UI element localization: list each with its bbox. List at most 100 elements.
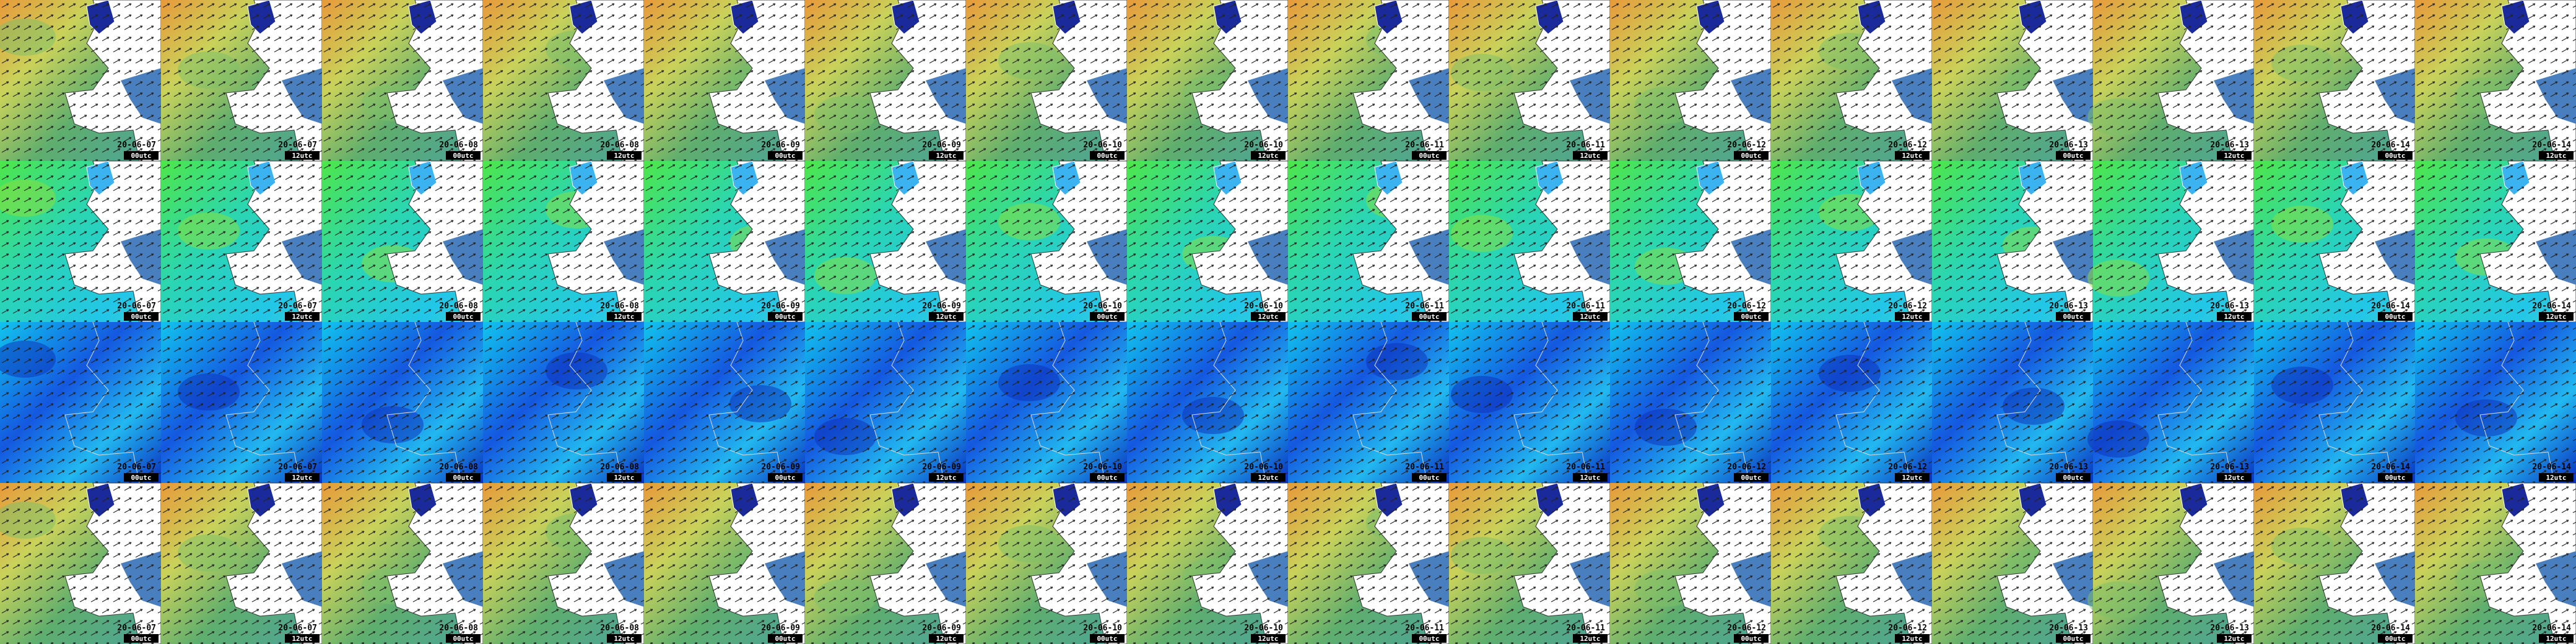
map-tile: 20-06-14 12utc [2415, 482, 2576, 644]
time-label: 12utc [614, 152, 634, 160]
wind-arrows [805, 322, 966, 483]
map-tile: 20-06-08 12utc [483, 160, 645, 323]
wind-arrows [1932, 322, 2093, 483]
wind-arrows [322, 161, 483, 322]
time-box [768, 312, 803, 321]
date-label: 20-06-07 [278, 141, 317, 150]
date-label: 20-06-13 [2210, 624, 2249, 633]
time-label: 12utc [2224, 313, 2244, 321]
time-box [929, 473, 964, 482]
time-box [607, 312, 642, 321]
wind-arrows [1449, 322, 1610, 483]
map-tile: 20-06-07 12utc [161, 160, 323, 323]
time-label: 00utc [1741, 313, 1761, 321]
map-tile: 20-06-13 00utc [1932, 482, 2094, 644]
wind-arrows [2254, 161, 2415, 322]
wind-arrows [805, 0, 966, 161]
date-label: 20-06-13 [2210, 463, 2249, 472]
wind-arrows [161, 322, 322, 483]
wind-arrows [644, 0, 805, 161]
time-label: 00utc [453, 152, 473, 160]
wind-arrows [1932, 483, 2093, 644]
time-label: 00utc [2385, 474, 2405, 482]
date-label: 20-06-13 [2049, 141, 2088, 150]
map-tile: 20-06-07 00utc [0, 482, 162, 644]
time-box [1412, 634, 1447, 643]
time-label: 12utc [614, 635, 634, 643]
map-tile: 20-06-09 00utc [644, 482, 806, 644]
map-tile: 20-06-10 00utc [966, 482, 1128, 644]
time-label: 00utc [1097, 313, 1117, 321]
time-label: 00utc [1419, 313, 1439, 321]
time-label: 12utc [936, 313, 956, 321]
wind-arrows [0, 322, 161, 483]
date-label: 20-06-14 [2371, 141, 2410, 150]
time-label: 12utc [292, 313, 312, 321]
wind-arrows [966, 0, 1127, 161]
time-box [124, 151, 159, 160]
date-label: 20-06-11 [1405, 624, 1444, 633]
time-box [1895, 312, 1930, 321]
map-tile: 20-06-09 12utc [805, 321, 966, 484]
date-label: 20-06-11 [1566, 141, 1605, 150]
time-box [1895, 473, 1930, 482]
time-box [2378, 634, 2413, 643]
date-label: 20-06-09 [922, 302, 961, 311]
time-box [1412, 312, 1447, 321]
time-box [124, 473, 159, 482]
map-tile: 20-06-08 00utc [322, 160, 484, 323]
time-box [1573, 312, 1608, 321]
date-label: 20-06-11 [1405, 463, 1444, 472]
time-label: 12utc [1580, 152, 1600, 160]
date-label: 20-06-08 [600, 141, 639, 150]
wind-arrows [1932, 161, 2093, 322]
time-label: 00utc [775, 635, 795, 643]
time-label: 00utc [1419, 635, 1439, 643]
map-tile: 20-06-10 12utc [1127, 160, 1289, 323]
map-tile: 20-06-07 00utc [0, 160, 162, 323]
wind-arrows [644, 322, 805, 483]
time-box [1251, 151, 1286, 160]
date-label: 20-06-14 [2532, 624, 2571, 633]
map-tile: 20-06-08 00utc [322, 321, 483, 484]
time-box [1895, 634, 1930, 643]
map-tile: 20-06-08 12utc [483, 482, 645, 644]
map-tile: 20-06-13 12utc [2087, 0, 2255, 162]
time-box [1251, 473, 1286, 482]
time-label: 00utc [131, 152, 151, 160]
map-tile: 20-06-14 00utc [2254, 482, 2416, 644]
wind-arrows [2415, 161, 2576, 322]
time-label: 00utc [2385, 313, 2405, 321]
time-label: 12utc [1580, 635, 1600, 643]
map-tile: 20-06-12 12utc [1771, 160, 1933, 323]
time-box [1251, 312, 1286, 321]
time-label: 12utc [1902, 152, 1922, 160]
map-tile: 20-06-14 00utc [2254, 321, 2415, 484]
wind-arrows [1771, 0, 1932, 161]
time-box [1090, 312, 1125, 321]
date-label: 20-06-14 [2532, 463, 2571, 472]
date-label: 20-06-12 [1727, 141, 1766, 150]
wind-arrows [805, 161, 966, 322]
wind-arrows [483, 0, 644, 161]
time-box [2378, 312, 2413, 321]
map-tile: 20-06-14 12utc [2415, 0, 2576, 162]
date-label: 20-06-11 [1566, 463, 1605, 472]
time-label: 00utc [1097, 474, 1117, 482]
wind-arrows [1610, 483, 1771, 644]
wind-arrows [966, 161, 1127, 322]
time-box [2539, 473, 2574, 482]
time-box [285, 312, 320, 321]
time-label: 12utc [1902, 474, 1922, 482]
map-tile: 20-06-07 12utc [161, 482, 323, 644]
date-label: 20-06-09 [761, 141, 800, 150]
time-label: 00utc [1741, 152, 1761, 160]
wind-arrows [2093, 161, 2254, 322]
date-label: 20-06-11 [1405, 141, 1444, 150]
time-box [446, 312, 481, 321]
map-tile: 20-06-09 00utc [644, 0, 806, 162]
wind-arrows [1610, 0, 1771, 161]
wind-arrows [483, 483, 644, 644]
time-box [1090, 634, 1125, 643]
